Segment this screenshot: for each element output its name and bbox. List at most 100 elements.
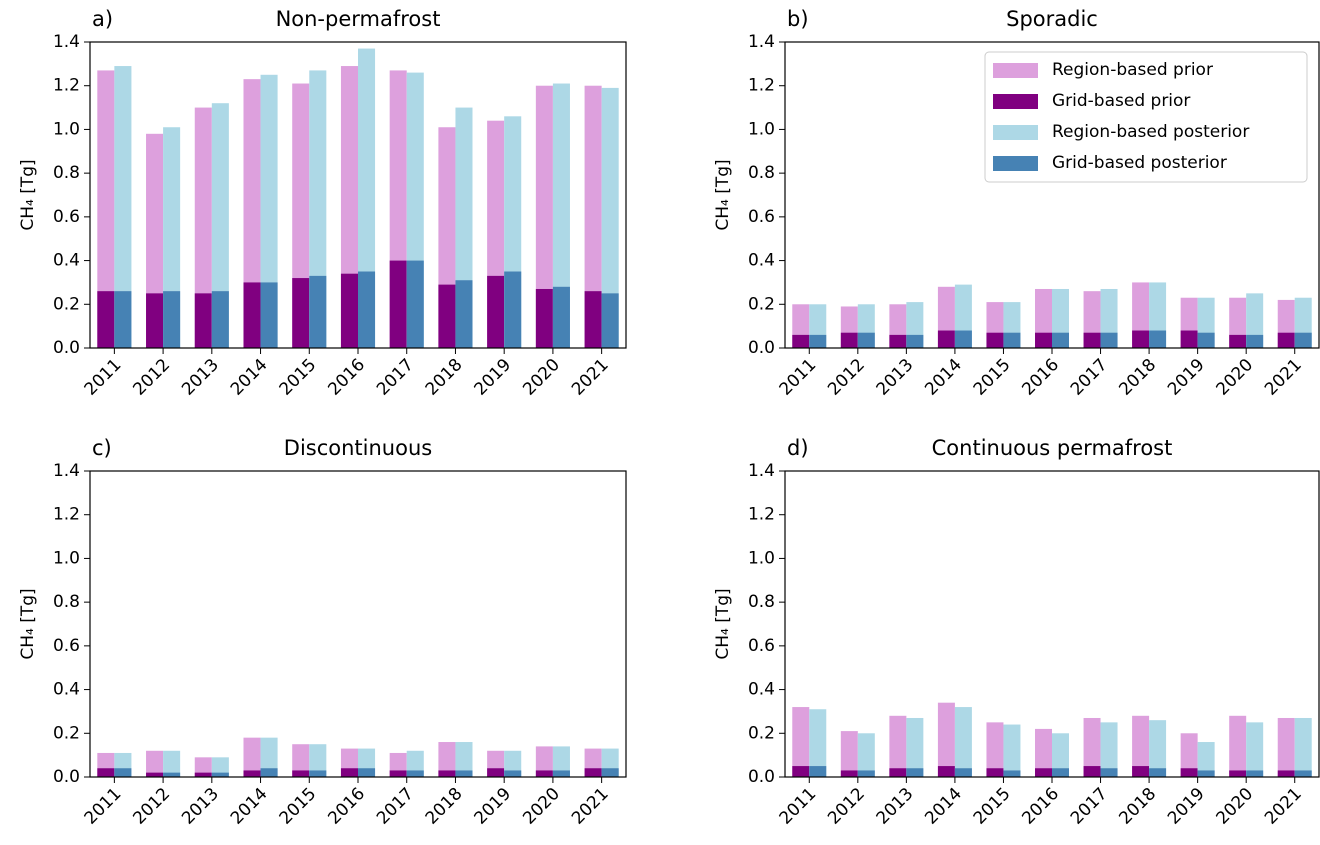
y-tick-label: 1.4 (748, 32, 775, 52)
bar (309, 744, 327, 777)
bar (389, 260, 407, 348)
bar (535, 288, 553, 348)
x-tick-label: 2013 (178, 784, 223, 829)
panel-label: d) (787, 436, 809, 460)
panel-label: c) (92, 436, 112, 460)
bar (954, 330, 972, 348)
bar (292, 770, 310, 777)
bar (292, 278, 310, 348)
x-tick-label: 2018 (422, 355, 467, 400)
bar (1083, 766, 1101, 777)
y-tick-label: 1.4 (53, 461, 80, 481)
x-tick-label: 2018 (1115, 784, 1160, 829)
bar (97, 768, 115, 777)
bar (406, 770, 424, 777)
y-tick-label: 0.8 (748, 163, 775, 183)
bar (1294, 770, 1312, 777)
bar (840, 770, 858, 777)
y-tick-label: 0.2 (53, 294, 80, 314)
bar (1035, 768, 1052, 777)
x-tick-label: 2014 (921, 355, 966, 400)
legend-swatch (993, 125, 1038, 140)
bar (163, 291, 181, 348)
panel-label: b) (787, 7, 809, 31)
x-tick-label: 2019 (1164, 355, 1209, 400)
y-tick-label: 0.0 (748, 338, 775, 358)
x-tick-label: 2021 (568, 784, 613, 829)
bar (146, 293, 164, 348)
bar (986, 722, 1004, 777)
bar (260, 737, 278, 777)
bar (1277, 332, 1295, 348)
x-tick-label: 2013 (178, 355, 223, 400)
legend: Region-based prior Grid-based prior Region… (984, 51, 1308, 183)
bar (584, 768, 602, 777)
x-tick-label: 2012 (824, 784, 869, 829)
bar (1149, 720, 1167, 777)
bar (1246, 334, 1264, 348)
bar (889, 334, 907, 348)
bar (114, 291, 132, 348)
x-tick-label: 2021 (1261, 355, 1306, 400)
bar (97, 291, 115, 348)
y-tick-label: 0.0 (53, 338, 80, 358)
y-tick-label: 1.2 (53, 505, 80, 525)
x-tick-label: 2015 (970, 355, 1015, 400)
bar (194, 293, 212, 348)
bar (552, 286, 570, 348)
bar (1100, 332, 1118, 348)
bar (114, 768, 132, 777)
bar (601, 87, 619, 349)
x-tick-label: 2013 (873, 784, 918, 829)
y-tick-label: 0.2 (748, 723, 775, 743)
bar (358, 271, 376, 348)
bar (455, 280, 473, 348)
x-tick-label: 2016 (324, 784, 369, 829)
bar (792, 707, 810, 777)
bar (438, 770, 456, 777)
bar (243, 79, 261, 349)
x-tick-label: 2016 (1018, 355, 1063, 400)
y-tick-label: 0.2 (748, 294, 775, 314)
bar (986, 332, 1004, 348)
panel-title: Non-permafrost (276, 7, 441, 31)
bar (601, 768, 619, 777)
y-tick-label: 0.6 (53, 207, 80, 227)
bar (840, 731, 858, 777)
bar (1180, 330, 1198, 348)
bar (1180, 768, 1198, 777)
bar (455, 742, 473, 777)
bar (1035, 728, 1052, 777)
y-tick-label: 0.0 (748, 767, 775, 787)
x-tick-label: 2021 (568, 355, 613, 400)
bar (340, 768, 358, 777)
bar (1277, 717, 1295, 777)
bar (1003, 770, 1021, 777)
y-tick-label: 1.4 (748, 461, 775, 481)
bar (906, 334, 924, 348)
bar (243, 282, 261, 348)
bar (146, 772, 164, 777)
legend-label: Grid-based prior (1052, 91, 1190, 111)
bar (260, 282, 278, 348)
y-tick-label: 0.0 (53, 767, 80, 787)
bar (438, 284, 456, 348)
bar (243, 770, 261, 777)
y-tick-label: 1.2 (748, 505, 775, 525)
bar (1277, 770, 1295, 777)
legend-frame (984, 51, 1308, 183)
bar (792, 334, 810, 348)
x-tick-label: 2020 (519, 784, 564, 829)
bar (211, 772, 229, 777)
bar (1052, 733, 1069, 777)
bar (1149, 330, 1167, 348)
bar (584, 85, 602, 348)
x-tick-label: 2017 (373, 784, 418, 829)
y-tick-label: 0.4 (748, 251, 775, 271)
bar (1246, 722, 1264, 777)
x-tick-label: 2015 (276, 355, 321, 400)
y-tick-label: 0.8 (748, 592, 775, 612)
bar (809, 709, 827, 777)
bar (809, 766, 827, 777)
